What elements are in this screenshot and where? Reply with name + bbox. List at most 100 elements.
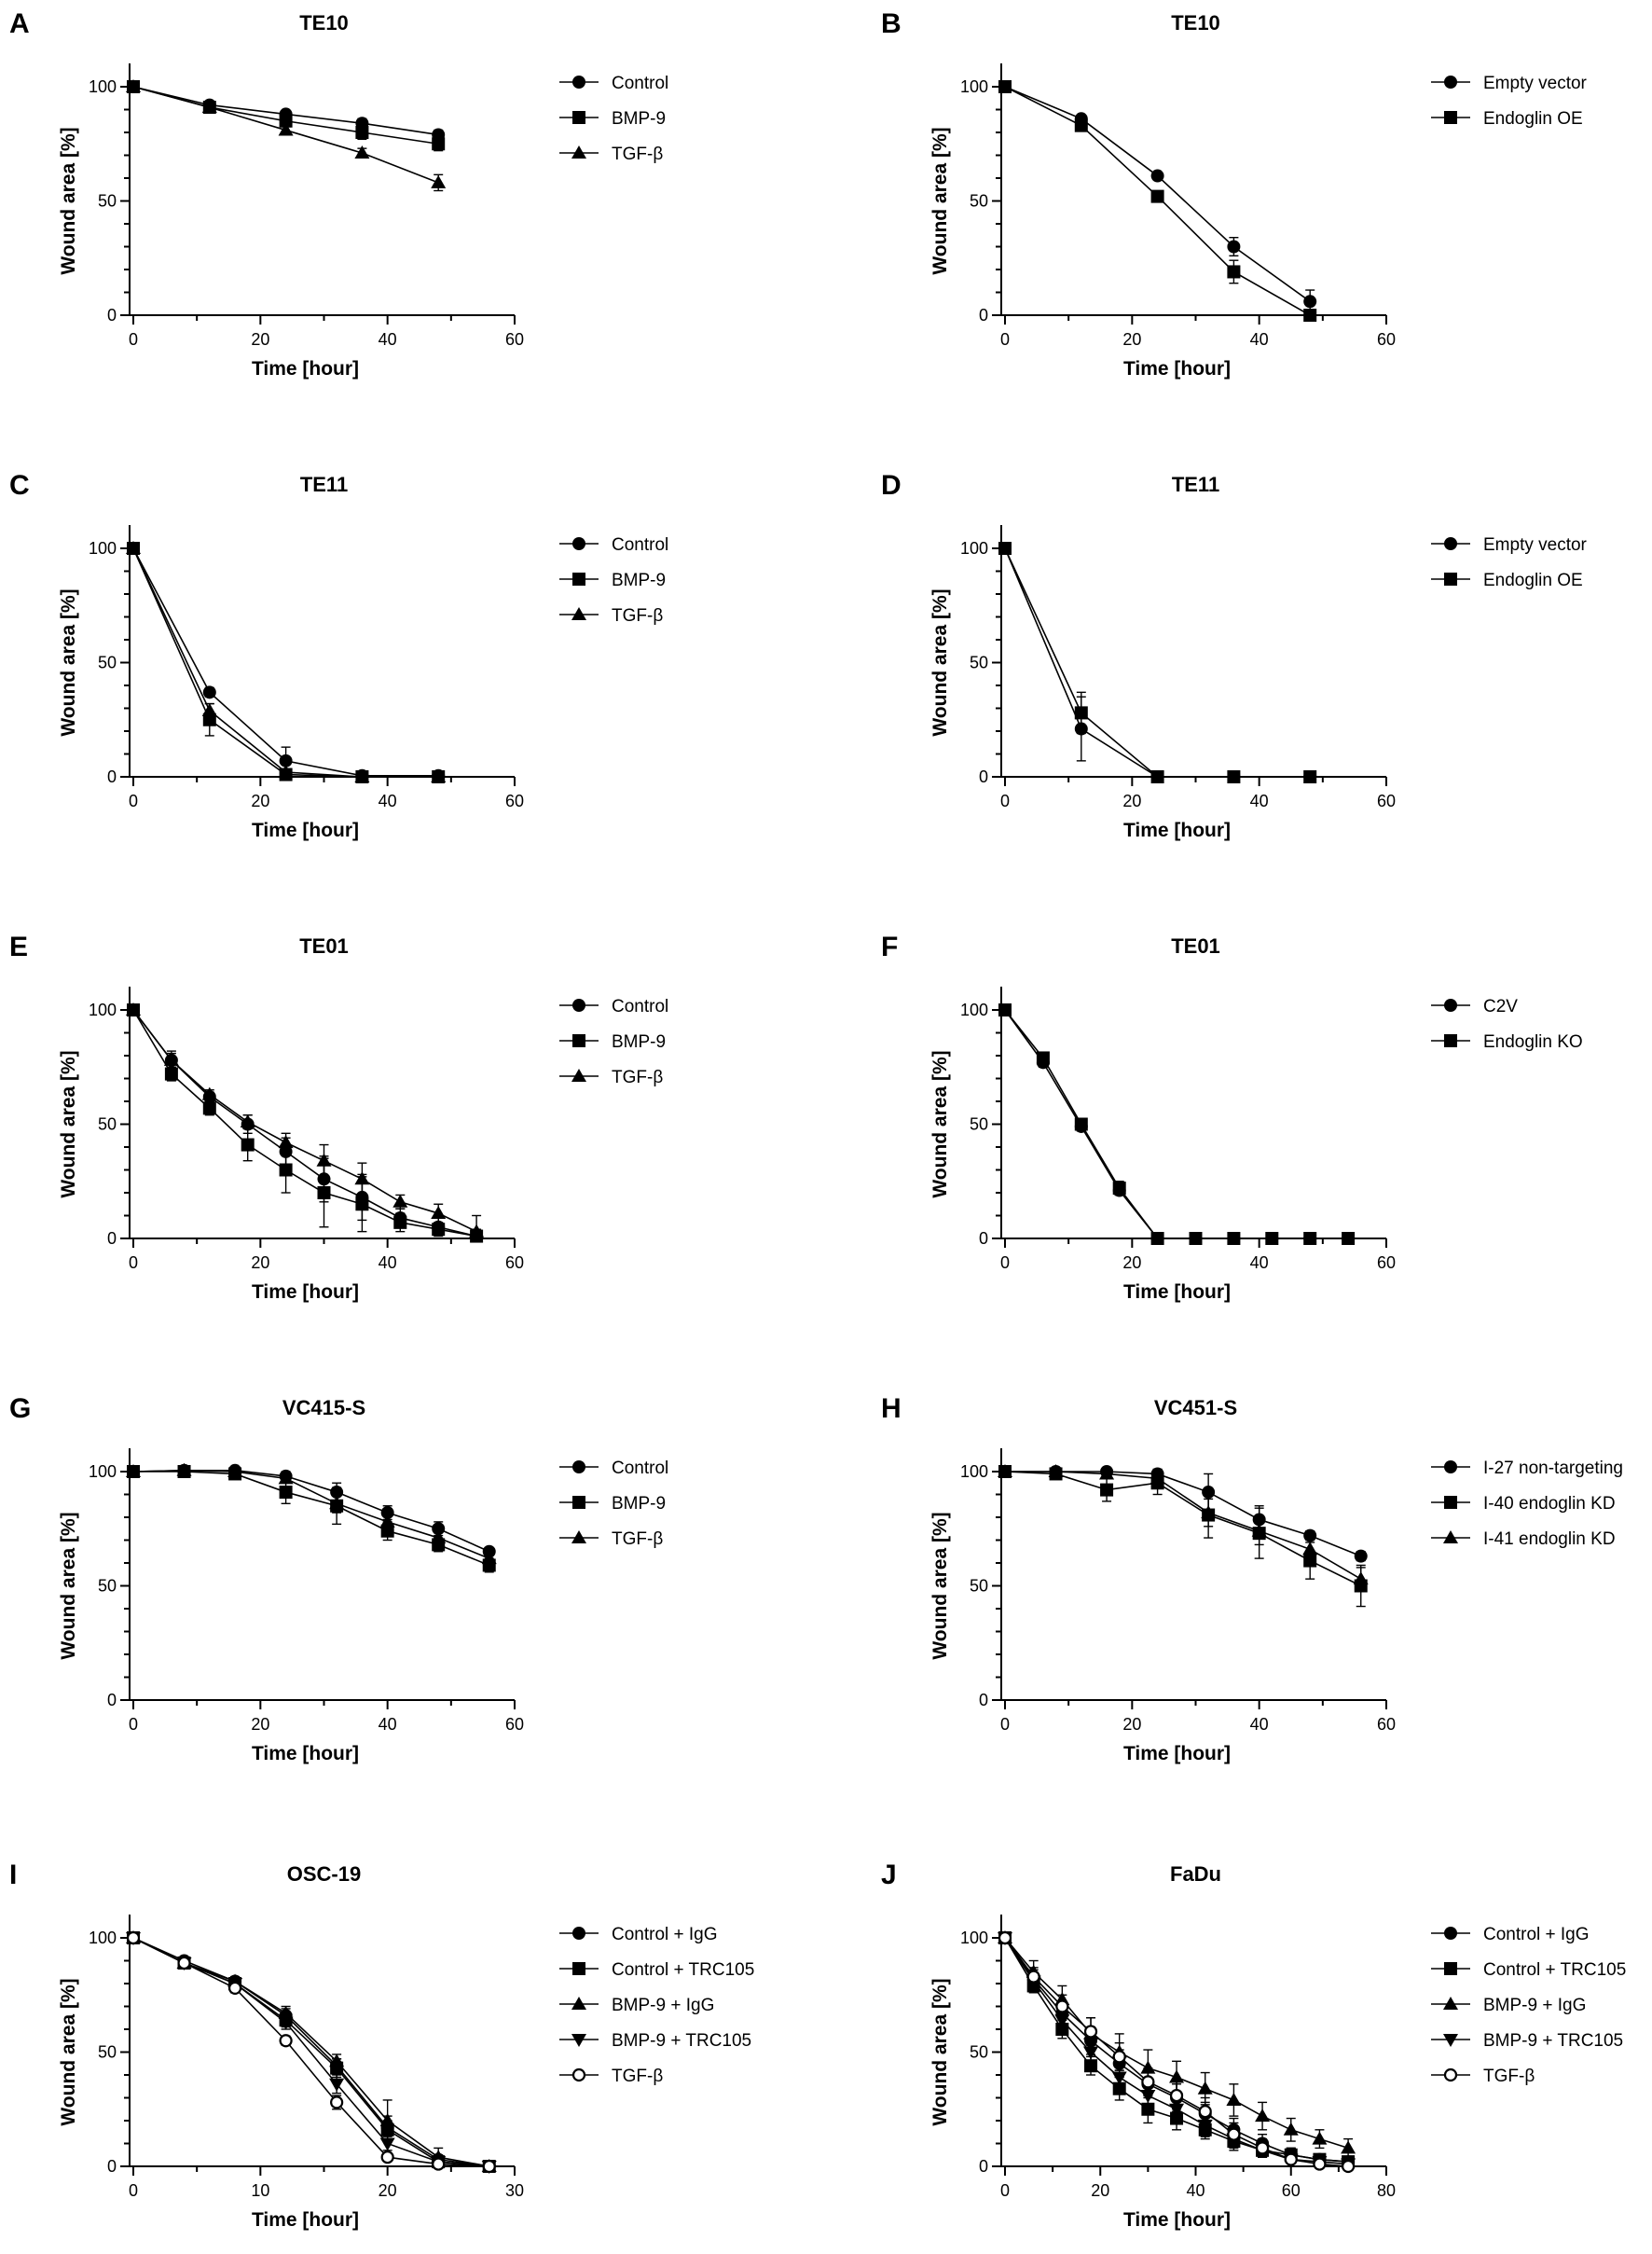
data-point <box>432 1522 446 1536</box>
legend-marker <box>571 2034 586 2047</box>
legend-label: TGF-β <box>612 606 663 626</box>
x-tick-label: 40 <box>379 792 397 810</box>
legend-entry: C2V <box>1431 997 1518 1016</box>
data-point <box>279 1486 293 1500</box>
data-point <box>379 1514 395 1528</box>
x-tick-label: 60 <box>1377 1715 1396 1734</box>
x-tick-label: 40 <box>379 1715 397 1734</box>
x-tick-label: 10 <box>251 2181 269 2200</box>
data-point <box>998 1930 1012 1945</box>
data-point <box>1140 2090 1156 2104</box>
legend-entry: Endoglin OE <box>1431 571 1583 590</box>
legend-label: TGF-β <box>612 145 663 164</box>
data-point <box>1353 1571 1369 1585</box>
legend-label: Control <box>612 535 668 555</box>
chart-panel-h: H VC451-S 0 50 100 0 20 40 60 Time [hour] Wound ar… <box>881 1393 1623 1764</box>
legend-marker <box>1444 76 1457 89</box>
data-point <box>126 79 141 92</box>
x-tick-label: 0 <box>129 330 138 349</box>
legend-marker <box>572 537 585 550</box>
data-point <box>1312 2131 1328 2145</box>
legend-marker <box>1444 573 1457 586</box>
data-point <box>1111 2071 1127 2085</box>
data-point <box>126 541 141 554</box>
data-point <box>241 1138 255 1152</box>
legend-entry: Control <box>559 535 668 555</box>
legend-label: Control + IgG <box>1483 1925 1590 1944</box>
data-point <box>1198 2105 1212 2119</box>
legend-marker <box>1444 1034 1457 1047</box>
legend-entry: BMP-9 <box>559 1032 666 1052</box>
data-point <box>176 1462 192 1476</box>
legend-entry: TGF-β <box>1431 2067 1535 2086</box>
data-point <box>393 1215 407 1229</box>
series-line <box>1004 1471 1362 1587</box>
x-tick-label: 20 <box>1091 2181 1109 2200</box>
legend-entry: BMP-9 + TRC105 <box>559 2031 751 2051</box>
data-point <box>1150 189 1164 203</box>
x-tick-label: 20 <box>1122 1715 1141 1734</box>
data-point <box>1303 309 1317 322</box>
data-point <box>1140 2060 1156 2074</box>
legend-entry: BMP-9 <box>559 1494 666 1514</box>
data-point <box>1303 1232 1317 1245</box>
legend-entry: Control <box>559 74 668 93</box>
chart-title: TE10 <box>1171 11 1220 35</box>
x-tick-label: 40 <box>1186 2181 1205 2200</box>
legend-label: BMP-9 + IgG <box>1483 1996 1586 2015</box>
panel-letter: F <box>881 932 898 962</box>
legend-label: Control <box>612 997 668 1016</box>
legend-marker <box>1444 537 1457 550</box>
data-point <box>432 2157 446 2171</box>
legend-marker <box>1443 2067 1458 2082</box>
series-bmp-9 <box>127 1003 484 1243</box>
data-point <box>392 1194 408 1208</box>
series-endoglin-ko <box>998 1003 1356 1245</box>
data-point <box>1201 1505 1217 1519</box>
series-tgf- <box>126 79 447 192</box>
legend-marker <box>572 573 585 586</box>
legend-entry: Control <box>559 997 668 1016</box>
panel-letter: H <box>881 1393 902 1424</box>
y-tick-label: 50 <box>970 1115 988 1134</box>
x-tick-label: 0 <box>129 1715 138 1734</box>
data-point <box>1227 770 1241 783</box>
data-point <box>126 1464 141 1477</box>
data-point <box>431 1206 447 1220</box>
data-point <box>278 1135 294 1149</box>
data-point <box>432 1223 446 1237</box>
data-point <box>1099 1466 1115 1480</box>
legend-label: BMP-9 <box>612 571 666 590</box>
series-line <box>133 1471 490 1567</box>
data-point <box>1227 2127 1241 2141</box>
series-line <box>132 1009 477 1233</box>
chart-panel-g: G VC415-S 0 50 100 0 20 40 60 Time [hour] Wound ar… <box>9 1393 668 1764</box>
y-tick-label: 100 <box>89 1462 117 1481</box>
series-empty-vector <box>998 542 1317 783</box>
data-point <box>279 1163 293 1177</box>
data-point <box>431 174 447 188</box>
legend-marker <box>1444 1927 1457 1940</box>
data-point <box>1100 1483 1114 1497</box>
data-point <box>1227 1232 1241 1245</box>
legend-marker <box>571 1069 586 1082</box>
chart-panel-a: A TE10 0 50 100 0 20 40 60 Time [hour] Wound area … <box>9 8 668 380</box>
y-tick-label: 100 <box>89 1929 117 1947</box>
y-tick-label: 0 <box>979 2157 988 2176</box>
data-point <box>240 1114 255 1128</box>
legend-marker <box>571 145 586 159</box>
data-point <box>278 765 294 779</box>
data-point <box>998 1003 1012 1016</box>
series-line <box>1004 547 1311 778</box>
legend-marker <box>1444 1460 1457 1473</box>
series-tgf- <box>126 1462 497 1567</box>
legend-entry: BMP-9 + IgG <box>559 1996 714 2015</box>
data-point <box>329 1496 345 1510</box>
data-point <box>431 1530 447 1544</box>
y-tick-label: 0 <box>107 1229 117 1248</box>
y-tick-label: 0 <box>107 306 117 325</box>
series-line <box>132 547 439 778</box>
legend-entry: Control <box>559 1459 668 1478</box>
legend-label: I-27 non-targeting <box>1483 1459 1623 1478</box>
